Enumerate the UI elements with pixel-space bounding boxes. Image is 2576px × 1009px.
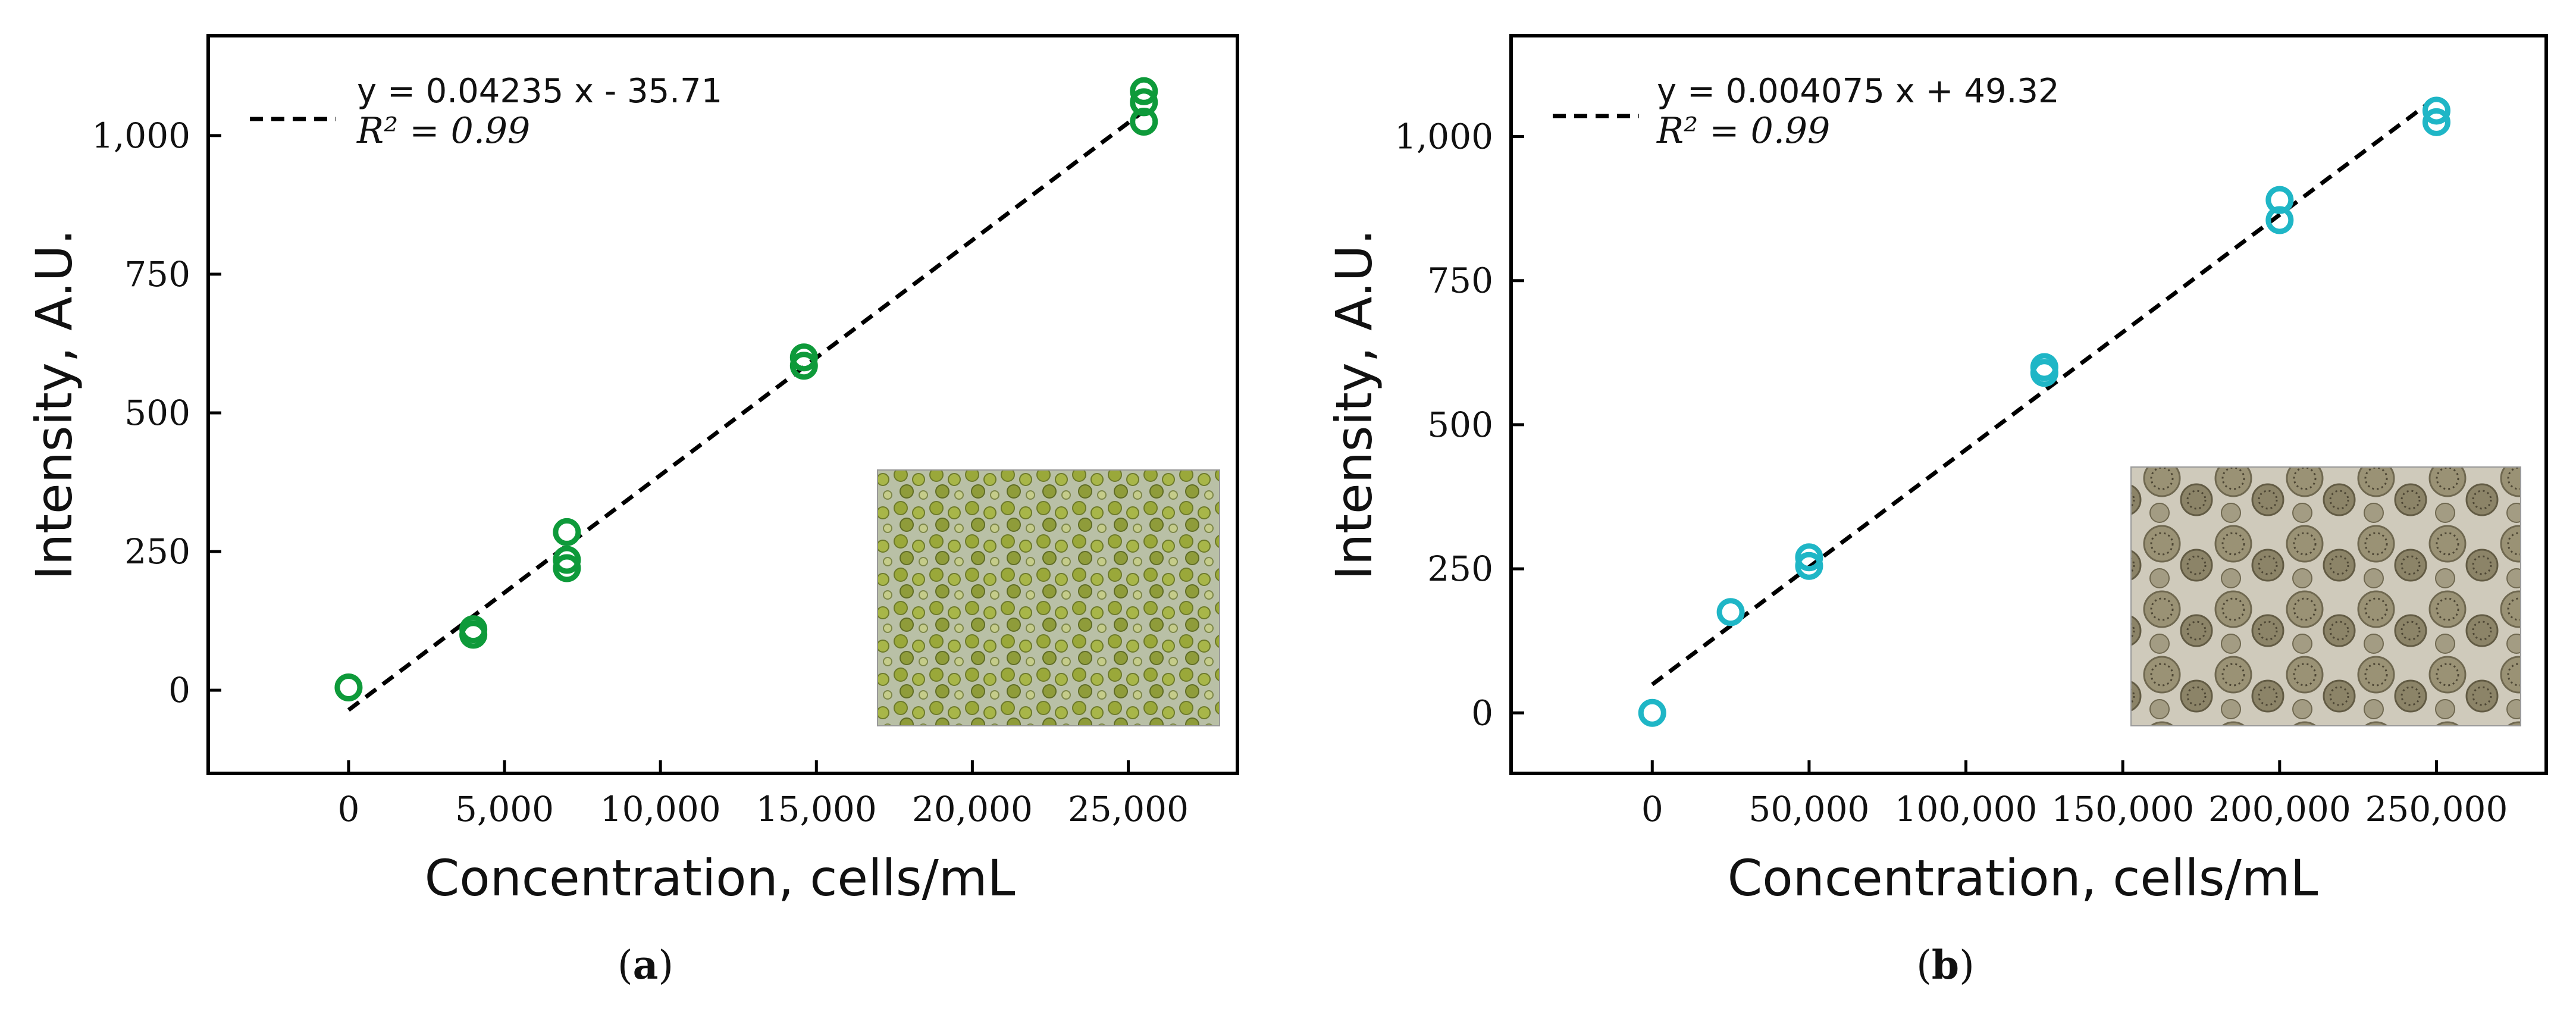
data-point	[1130, 77, 1158, 105]
data-point	[2422, 108, 2450, 136]
panel-a: 0 250 500 750 1,000 0 5,000 10,000 15,000 20,000…	[25, 34, 1239, 988]
y-axis-label-a: Intensity, A.U.	[25, 229, 83, 580]
data-point	[1795, 551, 1823, 580]
x-tick-label: 5,000	[455, 789, 554, 829]
x-tick-label: 15,000	[756, 789, 877, 829]
fit-line-b	[1651, 95, 2438, 687]
data-point	[2265, 186, 2294, 214]
data-point	[1130, 88, 1158, 117]
points-a	[334, 77, 1158, 701]
y-tick-label: 1,000	[92, 115, 190, 156]
panel-caption-b: (b)	[1916, 942, 1975, 988]
data-point	[1638, 698, 1666, 727]
legend-r2-a: R² = 0.99	[356, 110, 530, 152]
data-point	[1795, 543, 1823, 572]
x-tick-label: 25,000	[1068, 789, 1189, 829]
data-point	[334, 673, 363, 701]
legend-b: y = 0.004075 x + 49.32 R² = 0.99	[1553, 72, 2060, 152]
data-point	[789, 352, 818, 380]
x-tick-label: 50,000	[1748, 789, 1869, 829]
data-point	[2030, 353, 2058, 381]
x-tick-label: 200,000	[2208, 789, 2351, 829]
y-tick-label: 750	[124, 254, 190, 294]
inset-image-a	[877, 469, 1220, 726]
y-tick-label: 0	[1471, 692, 1493, 733]
x-tick-label: 10,000	[600, 789, 721, 829]
y-axis-label-b: Intensity, A.U.	[1325, 229, 1383, 580]
y-tick-label: 500	[1427, 405, 1493, 445]
x-tick-label: 0	[1641, 789, 1663, 829]
data-point	[553, 554, 581, 582]
plot-frame-b	[1509, 34, 2548, 775]
points-b	[1638, 96, 2450, 727]
data-point	[1130, 108, 1158, 136]
x-tick-label: 100,000	[1895, 789, 2038, 829]
inset-image-b	[2130, 466, 2521, 726]
panel-caption-a: (a)	[618, 942, 673, 988]
x-axis-label-b: Concentration, cells/mL	[1728, 849, 2318, 907]
y-tick-label: 750	[1427, 261, 1493, 301]
legend-r2-b: R² = 0.99	[1656, 110, 1830, 152]
y-ticks-a: 0 250 500 750 1,000	[92, 115, 221, 710]
y-tick-label: 1,000	[1394, 117, 1493, 157]
y-tick-label: 250	[124, 531, 190, 572]
y-ticks-b: 0 250 500 750 1,000	[1394, 117, 1524, 733]
data-point	[553, 546, 581, 574]
data-point	[1716, 598, 1745, 626]
x-tick-label: 0	[337, 789, 359, 829]
x-ticks-b: 0 50,000 100,000 150,000 200,000 250,000	[1641, 760, 2508, 829]
x-ticks-a: 0 5,000 10,000 15,000 20,000 25,000	[337, 760, 1189, 829]
x-axis-label-a: Concentration, cells/mL	[425, 849, 1016, 907]
x-tick-label: 150,000	[2051, 789, 2194, 829]
panel-b: 0 250 500 750 1,000 0 50,000 100,000 150,000 200…	[1325, 34, 2548, 988]
data-point	[789, 343, 818, 372]
x-tick-label: 250,000	[2365, 789, 2508, 829]
legend-equation-a: y = 0.04235 x - 35.71	[357, 72, 722, 111]
data-point	[2422, 96, 2450, 125]
data-point	[459, 615, 488, 644]
fit-line-a	[347, 109, 1145, 712]
plot-frame-a	[206, 34, 1239, 775]
legend-equation-b: y = 0.004075 x + 49.32	[1657, 72, 2060, 111]
y-tick-label: 250	[1427, 549, 1493, 589]
y-tick-label: 0	[168, 670, 190, 710]
data-point	[553, 518, 581, 546]
y-tick-label: 500	[124, 393, 190, 433]
legend-a: y = 0.04235 x - 35.71 R² = 0.99	[250, 72, 722, 152]
x-tick-label: 20,000	[912, 789, 1033, 829]
